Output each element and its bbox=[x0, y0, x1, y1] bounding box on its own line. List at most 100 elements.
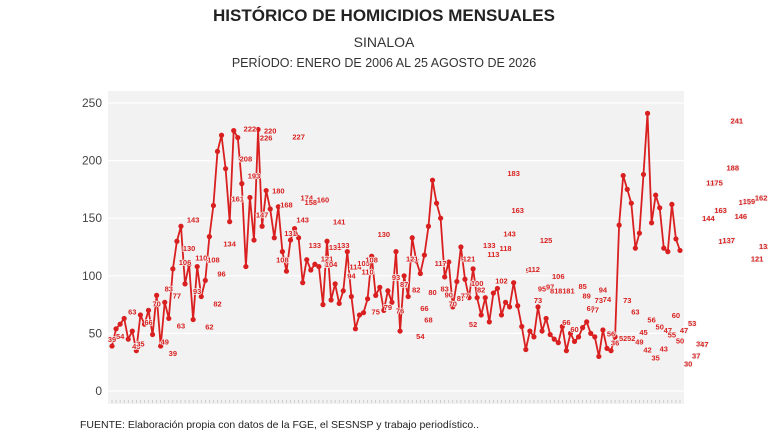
data-point bbox=[210, 202, 217, 209]
data-label: 163 bbox=[714, 206, 727, 215]
data-label: 82 bbox=[213, 300, 221, 309]
y-tick-label: 250 bbox=[82, 96, 102, 110]
data-point bbox=[385, 288, 391, 294]
data-point bbox=[657, 205, 663, 211]
data-point bbox=[141, 321, 148, 327]
data-point bbox=[356, 312, 363, 318]
data-label: 85 bbox=[578, 282, 586, 291]
data-point bbox=[279, 249, 285, 255]
data-point bbox=[328, 297, 334, 303]
data-label: 124 bbox=[718, 237, 731, 246]
data-label: 45 bbox=[132, 342, 140, 351]
data-point bbox=[507, 304, 513, 310]
data-point bbox=[438, 215, 444, 221]
data-point bbox=[632, 245, 638, 251]
data-point bbox=[669, 201, 675, 207]
data-label: 100 bbox=[471, 279, 484, 288]
data-point bbox=[531, 334, 537, 340]
data-point bbox=[462, 276, 468, 282]
data-point bbox=[559, 323, 565, 330]
data-point bbox=[336, 300, 342, 307]
data-label: 108 bbox=[276, 256, 289, 265]
data-point bbox=[243, 263, 249, 270]
data-point bbox=[109, 343, 115, 349]
data-label: 143 bbox=[187, 215, 200, 224]
data-label: 35 bbox=[651, 354, 659, 363]
data-point bbox=[470, 266, 476, 272]
data-label: 227 bbox=[292, 132, 305, 141]
data-label: 94 bbox=[599, 286, 608, 295]
data-point bbox=[580, 325, 586, 331]
data-label: 70 bbox=[449, 299, 457, 308]
data-label: 75 bbox=[372, 308, 380, 317]
data-point bbox=[446, 259, 452, 265]
data-point bbox=[628, 200, 634, 206]
data-label: 180 bbox=[272, 187, 285, 196]
data-label: 99 bbox=[526, 266, 534, 275]
data-point bbox=[498, 312, 505, 318]
data-label: 76 bbox=[396, 306, 404, 315]
data-point bbox=[547, 331, 553, 338]
data-point bbox=[324, 238, 330, 244]
data-point bbox=[474, 295, 480, 301]
data-point bbox=[117, 321, 123, 327]
data-label: 134 bbox=[223, 240, 236, 249]
data-point bbox=[381, 307, 387, 313]
data-label: 93 bbox=[193, 287, 201, 296]
data-label: 113 bbox=[487, 250, 499, 259]
data-point bbox=[283, 268, 290, 274]
data-point bbox=[263, 187, 269, 194]
data-label: 82 bbox=[412, 286, 420, 295]
data-label: 130 bbox=[378, 230, 391, 239]
data-label: 93 bbox=[392, 273, 400, 282]
data-point bbox=[239, 181, 245, 187]
data-label: 50 bbox=[676, 336, 684, 345]
data-label: 102 bbox=[495, 276, 508, 285]
data-point bbox=[231, 128, 237, 134]
data-point bbox=[543, 315, 549, 322]
data-point bbox=[227, 219, 233, 225]
data-point bbox=[206, 234, 212, 240]
data-label: 66 bbox=[587, 304, 595, 313]
data-point bbox=[162, 299, 168, 305]
data-label: 143 bbox=[503, 229, 516, 238]
data-point bbox=[389, 299, 395, 305]
data-point bbox=[478, 312, 484, 318]
data-label: 208 bbox=[240, 154, 253, 163]
data-point bbox=[567, 330, 574, 336]
data-label: 131 bbox=[329, 243, 342, 252]
data-point bbox=[271, 235, 277, 241]
data-point bbox=[425, 223, 432, 229]
data-label: 108 bbox=[365, 256, 378, 265]
data-label: 52 bbox=[469, 320, 477, 329]
data-label: 63 bbox=[128, 307, 136, 316]
data-label: 73 bbox=[623, 296, 631, 305]
data-label: 63 bbox=[631, 307, 639, 316]
plot-background bbox=[108, 91, 684, 404]
data-point bbox=[344, 249, 350, 255]
data-label: 187 bbox=[706, 179, 719, 188]
data-point bbox=[259, 223, 265, 229]
data-point bbox=[592, 334, 598, 340]
data-point bbox=[588, 330, 594, 336]
data-point bbox=[316, 263, 322, 270]
data-point bbox=[186, 261, 192, 267]
y-tick-label: 200 bbox=[82, 154, 102, 168]
data-label: 49 bbox=[635, 338, 643, 347]
data-point bbox=[450, 304, 456, 310]
data-point bbox=[555, 340, 561, 346]
data-label: 220 bbox=[264, 127, 277, 136]
data-label: 54 bbox=[416, 332, 425, 341]
data-point bbox=[218, 132, 225, 138]
data-point bbox=[596, 353, 602, 360]
data-label: 94 bbox=[347, 272, 356, 281]
data-point bbox=[502, 299, 509, 305]
data-label: 114 bbox=[349, 263, 362, 272]
data-label: 118 bbox=[499, 244, 511, 253]
data-point bbox=[486, 319, 492, 325]
data-label: 133 bbox=[483, 241, 496, 250]
data-point bbox=[129, 328, 135, 334]
data-point bbox=[300, 280, 306, 286]
data-label: 121 bbox=[751, 255, 764, 264]
